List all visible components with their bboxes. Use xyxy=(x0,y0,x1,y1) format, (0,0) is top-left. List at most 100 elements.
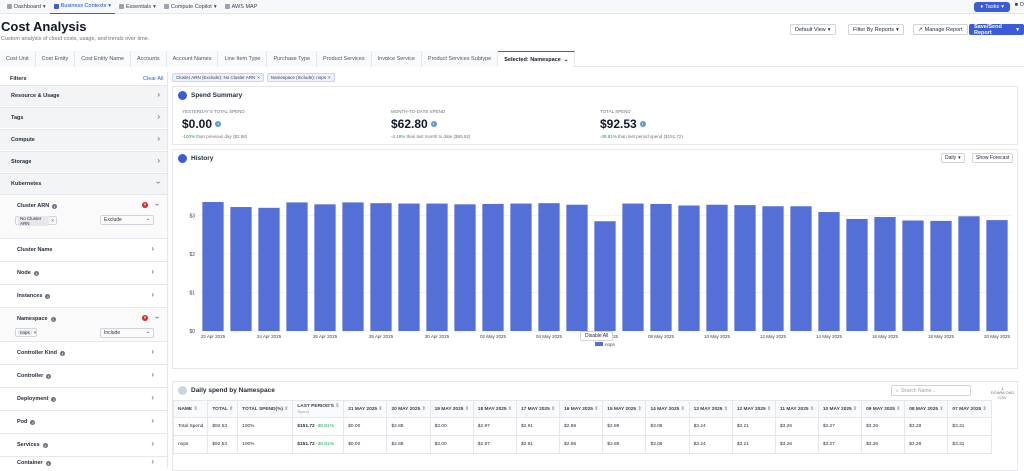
filter-container[interactable]: Container i › xyxy=(0,456,167,468)
close-icon[interactable]: × xyxy=(327,75,331,80)
close-icon[interactable]: × xyxy=(33,330,37,335)
info-icon[interactable]: i xyxy=(50,316,56,322)
nav-aws-map[interactable]: AWS MAP xyxy=(221,0,262,14)
info-icon[interactable]: i xyxy=(30,419,36,425)
filter-chip-namespace[interactable]: Namespace (Include): nops × xyxy=(266,73,335,82)
tab-selected-namespace[interactable]: Selected: Namespace ⌄ xyxy=(498,51,576,67)
filter-instances[interactable]: Instances i › xyxy=(0,284,167,307)
remove-filter-icon[interactable]: × xyxy=(142,315,148,321)
tab-cost-entity-name[interactable]: Cost Entity Name xyxy=(75,51,132,67)
filter-node[interactable]: Node i › xyxy=(0,261,167,284)
sort-icon[interactable]: ⇕ xyxy=(851,406,858,412)
section-kubernetes[interactable]: Kubernetes › xyxy=(0,173,167,194)
column-header[interactable]: TOTAL ⇕ xyxy=(207,400,239,418)
tab-product-services-subtype[interactable]: Product Services Subtype xyxy=(421,51,499,67)
sort-icon[interactable]: ⇕ xyxy=(282,406,289,412)
column-header[interactable]: 11 MAY 2025 ⇕ xyxy=(774,400,819,418)
show-forecast-button[interactable]: Show Forecast xyxy=(972,153,1014,163)
sort-icon[interactable]: ⇕ xyxy=(592,406,599,412)
sort-icon[interactable]: ⇕ xyxy=(679,406,685,412)
section-storage[interactable]: Storage › xyxy=(0,151,167,172)
column-header[interactable]: LAST PERIOD'S ⇕ Spend xyxy=(292,400,345,418)
download-csv-button[interactable]: ⤓ DOWNLOAD CSV xyxy=(988,385,1017,400)
granularity-select[interactable]: Daily ▾ xyxy=(941,153,965,163)
search-input[interactable]: ⌕ Search Name... xyxy=(891,385,971,396)
cluster-arn-mode-select[interactable]: Exclude ⌄ xyxy=(100,215,154,225)
info-icon[interactable]: i xyxy=(51,396,57,402)
column-header[interactable]: 12 MAY 2025 ⇕ xyxy=(731,400,776,418)
section-tags[interactable]: Tags › xyxy=(0,107,167,128)
column-header[interactable]: 10 MAY 2025 ⇕ xyxy=(817,400,863,418)
column-header[interactable]: 18 MAY 2025 ⇕ xyxy=(472,400,517,418)
sort-icon[interactable]: ⇕ xyxy=(549,406,556,412)
section-compute[interactable]: Compute › xyxy=(0,129,167,150)
sort-icon[interactable]: ⇕ xyxy=(463,406,469,412)
namespace-mode-select[interactable]: Include ⌄ xyxy=(100,328,154,338)
filter-cluster-name[interactable]: Cluster Name › xyxy=(0,238,167,261)
tab-line-item-type[interactable]: Line Item Type xyxy=(218,51,268,67)
chevron-down-icon[interactable]: › xyxy=(153,203,163,206)
clear-all-link[interactable]: Clear All xyxy=(143,76,164,82)
sort-icon[interactable]: ⇕ xyxy=(808,406,814,412)
tab-cost-unit[interactable]: Cost Unit xyxy=(0,51,36,67)
column-header[interactable]: 08 MAY 2025 ⇕ xyxy=(904,400,949,418)
section-resource-usage[interactable]: Resource & Usage › xyxy=(0,85,167,106)
save-send-report-button[interactable]: Save/Send Report ▾ xyxy=(969,24,1024,36)
sort-icon[interactable]: ⇕ xyxy=(765,406,771,412)
user-menu[interactable]: ■ D xyxy=(1014,2,1024,8)
info-icon[interactable]: i xyxy=(52,203,58,209)
column-header[interactable]: NAME ⇕ xyxy=(173,400,209,418)
tab-cost-entity[interactable]: Cost Entity xyxy=(35,51,76,67)
cluster-arn-tag-input[interactable]: No Cluster ARN × xyxy=(15,215,57,226)
column-header[interactable]: 14 MAY 2025 ⇕ xyxy=(645,400,690,418)
close-icon[interactable]: × xyxy=(51,218,54,223)
table-row[interactable]: Total Spend $92.53 100% $151.72 -38.81% $0.0… xyxy=(173,417,992,436)
nav-business-contexts[interactable]: Business Contexts ▾ xyxy=(49,0,116,14)
sort-icon[interactable]: ⇕ xyxy=(722,406,728,412)
info-icon[interactable]: i xyxy=(46,373,52,379)
tab-invoice-service[interactable]: Invoice Service xyxy=(371,51,422,67)
namespace-tag-input[interactable]: nops × xyxy=(15,328,37,337)
nav-compute-copilot[interactable]: Compute Copilot ▾ xyxy=(160,0,221,14)
sort-icon[interactable]: ⇕ xyxy=(420,406,426,412)
tab-product-services[interactable]: Product Services xyxy=(317,51,372,67)
tab-purchase-type[interactable]: Purchase Type xyxy=(267,51,318,67)
column-header[interactable]: 13 MAY 2025 ⇕ xyxy=(688,400,733,418)
info-icon[interactable]: i xyxy=(639,121,646,127)
column-header[interactable]: 15 MAY 2025 ⇕ xyxy=(602,400,647,418)
chevron-down-icon[interactable]: › xyxy=(153,316,163,319)
info-icon[interactable]: i xyxy=(33,270,39,276)
table-row[interactable]: nops $92.53 100% $151.72 -38.81% $0.00 $2.88 $… xyxy=(173,435,992,454)
sort-icon[interactable]: ⇕ xyxy=(981,406,987,412)
sort-icon[interactable]: ⇕ xyxy=(227,406,234,412)
info-icon[interactable]: i xyxy=(60,350,66,356)
default-view-button[interactable]: Default View ▾ xyxy=(790,24,836,35)
filter-services[interactable]: Services i › xyxy=(0,433,167,456)
column-header[interactable]: 09 MAY 2025 ⇕ xyxy=(861,400,906,418)
sort-icon[interactable]: ⇕ xyxy=(192,406,198,412)
nav-essentials[interactable]: Essentials ▾ xyxy=(115,0,160,14)
column-header[interactable]: 17 MAY 2025 ⇕ xyxy=(515,400,561,418)
info-icon[interactable]: i xyxy=(42,442,48,448)
sort-icon[interactable]: ⇕ xyxy=(894,406,901,412)
disable-all-button[interactable]: Disable All xyxy=(580,331,614,341)
filter-deployment[interactable]: Deployment i › xyxy=(0,387,167,410)
column-header[interactable]: 07 MAY 2025 ⇕ xyxy=(947,400,992,418)
tab-accounts[interactable]: Accounts xyxy=(131,51,167,67)
tab-account-names[interactable]: Account Names xyxy=(166,51,219,67)
column-header[interactable]: 20 MAY 2025 ⇕ xyxy=(386,400,431,418)
sort-icon[interactable]: ⇕ xyxy=(636,406,642,412)
sort-icon[interactable]: ⇕ xyxy=(506,406,512,412)
filter-pod[interactable]: Pod i › xyxy=(0,410,167,433)
column-header[interactable]: 21 MAY 2025 ⇕ xyxy=(343,400,388,418)
manage-report-button[interactable]: ↗ Manage Report xyxy=(913,24,968,35)
filter-controller-kind[interactable]: Controller Kind i › xyxy=(0,341,167,364)
nav-dashboard[interactable]: Dashboard ▾ xyxy=(3,0,50,14)
tasks-button[interactable]: ♦ Tasks ▾ xyxy=(974,2,1010,12)
info-icon[interactable]: i xyxy=(45,460,51,466)
filter-chip-cluster-arn[interactable]: Cluster ARN (Exclude): No Cluster ARN × xyxy=(172,73,264,82)
column-header[interactable]: 16 MAY 2025 ⇕ xyxy=(559,400,604,418)
close-icon[interactable]: × xyxy=(257,75,260,80)
filter-by-reports-button[interactable]: Filter By Reports ▾ xyxy=(848,24,904,35)
column-header[interactable]: TOTAL SPEND(%) ⇕ xyxy=(237,400,294,418)
